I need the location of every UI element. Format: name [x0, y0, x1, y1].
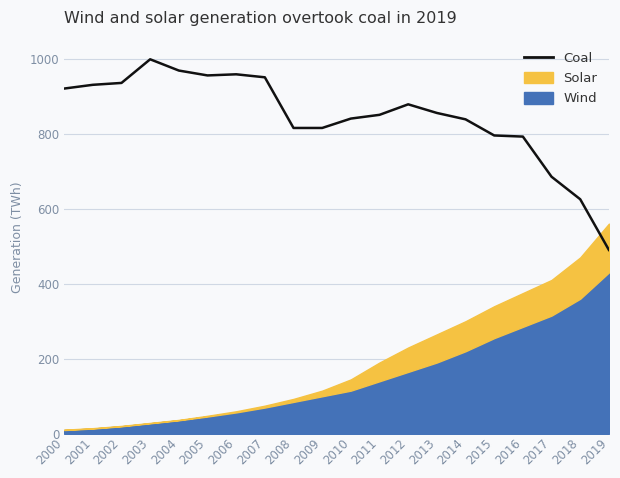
Text: Wind and solar generation overtook coal in 2019: Wind and solar generation overtook coal … — [64, 11, 457, 26]
Legend: Coal, Solar, Wind: Coal, Solar, Wind — [518, 46, 602, 110]
Y-axis label: Generation (TWh): Generation (TWh) — [11, 181, 24, 293]
